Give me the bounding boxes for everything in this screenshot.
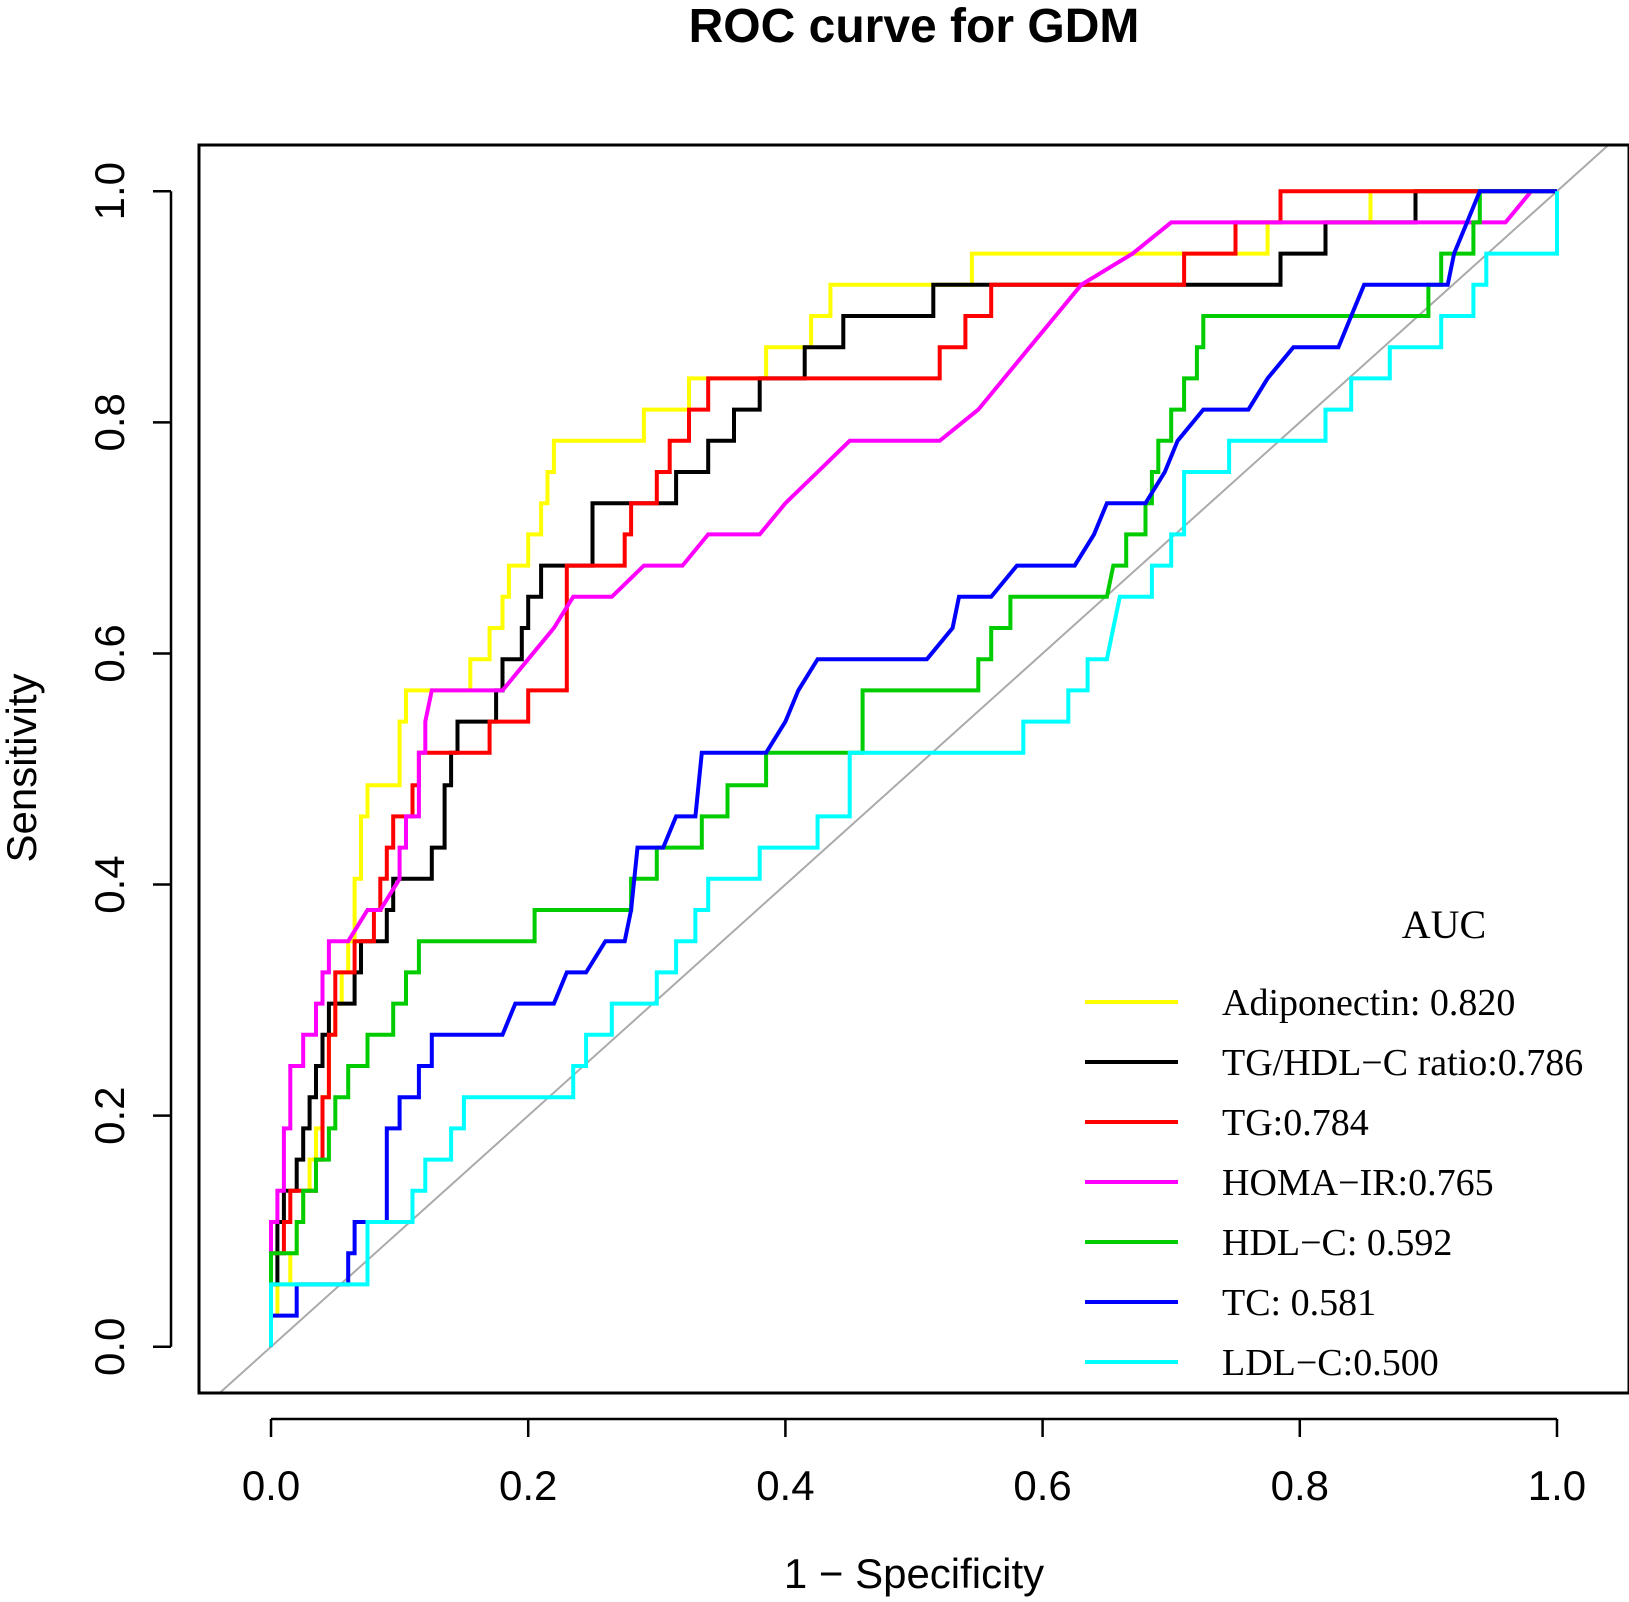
roc-curve-2 <box>269 189 1557 1347</box>
legend-label: LDL−C:0.500 <box>1222 1342 1439 1384</box>
y-tick-label: 0.8 <box>86 393 133 451</box>
y-axis-label: Sensitivity <box>0 673 45 862</box>
y-tick-label: 0.4 <box>86 855 133 913</box>
plot-frame <box>197 143 1629 1395</box>
x-tick-label: 0.0 <box>242 1462 300 1509</box>
roc-curve-6 <box>269 189 1557 1347</box>
legend-label: HDL−C: 0.592 <box>1222 1222 1452 1264</box>
series-layer <box>269 189 1559 1347</box>
x-tick-label: 0.6 <box>1013 1462 1071 1509</box>
legend-label: Adiponectin: 0.820 <box>1222 982 1515 1024</box>
x-tick-label: 0.8 <box>1271 1462 1329 1509</box>
axes-layer: 0.0 0.2 0.4 0.6 0.8 1.0 0.0 0.2 0.4 0.6 0.8 1.0 <box>86 143 1629 1509</box>
chart-title: ROC curve for GDM <box>689 0 1140 53</box>
legend-label: TG/HDL−C ratio:0.786 <box>1222 1042 1583 1084</box>
roc-curve-7 <box>269 191 1559 1347</box>
x-tick-label: 0.2 <box>499 1462 557 1509</box>
y-tick-label: 1.0 <box>86 162 133 220</box>
x-axis-label: 1 − Specificity <box>784 1550 1044 1597</box>
x-tick-label: 0.4 <box>756 1462 814 1509</box>
roc-curve-1 <box>269 189 1557 1347</box>
roc-curve-4 <box>269 189 1557 1347</box>
legend: AUC Adiponectin: 0.820 TG/HDL−C ratio:0.78… <box>1085 902 1583 1384</box>
y-tick-label: 0.0 <box>86 1318 133 1376</box>
y-tick-label: 0.2 <box>86 1086 133 1144</box>
legend-label: TG:0.784 <box>1222 1102 1369 1144</box>
legend-label: TC: 0.581 <box>1222 1282 1376 1324</box>
y-tick-label: 0.6 <box>86 624 133 682</box>
legend-label: HOMA−IR:0.765 <box>1222 1162 1494 1204</box>
reference-diagonal-layer <box>218 145 1610 1393</box>
reference-diagonal-line <box>218 145 1610 1393</box>
legend-title: AUC <box>1402 902 1486 947</box>
x-tick-label: 1.0 <box>1528 1462 1586 1509</box>
roc-curve-3 <box>269 189 1557 1347</box>
